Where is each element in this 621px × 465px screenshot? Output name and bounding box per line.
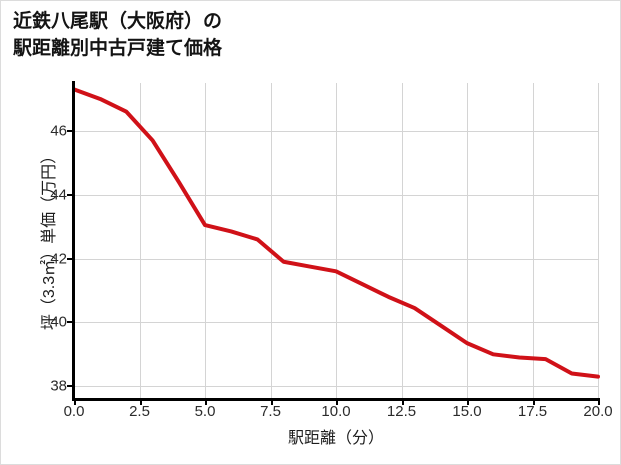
x-tick-label: 17.5 bbox=[517, 403, 548, 420]
gridline-vertical bbox=[532, 83, 534, 399]
y-tick-label: 38 bbox=[50, 377, 67, 395]
x-tick-mark bbox=[401, 400, 404, 405]
y-tick-mark bbox=[67, 257, 73, 260]
series-polyline bbox=[72, 87, 600, 379]
y-tick-mark bbox=[67, 385, 73, 388]
x-axis-label: 駅距離（分） bbox=[287, 430, 384, 447]
x-tick-label: 12.5 bbox=[386, 403, 417, 420]
x-tick-mark bbox=[467, 400, 469, 405]
y-tick-label: 46 bbox=[50, 122, 67, 140]
x-tick-label: 10.0 bbox=[321, 403, 351, 420]
y-tick-label: 44 bbox=[50, 186, 67, 204]
gridline-vertical bbox=[336, 83, 337, 399]
x-tick-mark bbox=[336, 400, 338, 405]
x-tick-mark bbox=[598, 400, 600, 405]
line-series bbox=[72, 87, 600, 379]
gridline-vertical bbox=[401, 83, 403, 399]
gridline-vertical bbox=[270, 83, 272, 399]
y-tick-label: 40 bbox=[50, 313, 67, 331]
plot-area bbox=[72, 83, 600, 399]
y-axis-label: 坪（3.3㎡）単価（万円） bbox=[41, 147, 58, 331]
x-tick-mark bbox=[139, 400, 142, 405]
gridline-vertical bbox=[467, 83, 468, 399]
x-tick-label: 7.5 bbox=[260, 403, 281, 420]
x-tick-mark bbox=[74, 400, 76, 405]
page-title: 近鉄八尾駅（大阪府）の 駅距離別中古戸建て価格 bbox=[13, 11, 223, 59]
x-tick-mark bbox=[270, 400, 273, 405]
gridline-vertical bbox=[139, 83, 141, 399]
gridline-vertical bbox=[598, 83, 599, 399]
y-tick-label: 42 bbox=[50, 250, 67, 268]
gridline-vertical bbox=[205, 83, 206, 399]
y-tick-labels: 38 40 42 44 46 bbox=[21, 1, 67, 464]
x-tick-label: 15.0 bbox=[452, 403, 482, 420]
y-tick-mark bbox=[67, 321, 73, 324]
y-tick-mark bbox=[67, 129, 73, 132]
x-tick-label: 0.0 bbox=[63, 403, 85, 420]
x-axis-line bbox=[72, 398, 600, 401]
x-tick-mark bbox=[205, 400, 207, 405]
x-tick-mark bbox=[532, 400, 535, 405]
y-axis-line bbox=[72, 81, 75, 401]
x-tick-label: 20.0 bbox=[583, 403, 613, 420]
x-tick-label: 5.0 bbox=[194, 403, 216, 420]
y-tick-mark bbox=[67, 193, 73, 196]
x-tick-label: 2.5 bbox=[129, 403, 150, 420]
